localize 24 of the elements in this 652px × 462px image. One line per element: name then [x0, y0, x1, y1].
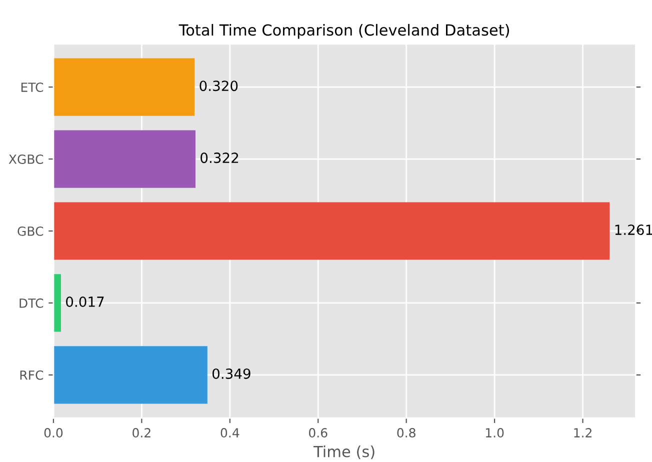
data-label: 1.261 [615, 224, 652, 236]
y-tick-label: GBC [18, 226, 44, 236]
x-tick-label: 1.0 [486, 428, 504, 438]
y-tick-label: ETC [21, 82, 44, 92]
x-tick-label: 0.2 [132, 428, 150, 438]
data-label: 0.017 [66, 296, 104, 307]
x-tick-label: 0.8 [397, 428, 416, 438]
y-tick-label: XGBC [8, 154, 44, 164]
x-tick-label: 1.2 [574, 428, 592, 438]
bar [53, 58, 195, 116]
bar [53, 274, 61, 332]
chart-title: Total Time Comparison (Cleveland Dataset) [178, 24, 509, 39]
bar [53, 202, 610, 260]
x-axis-title: Time (s) [313, 445, 374, 460]
bar [53, 346, 208, 404]
bar [53, 130, 196, 188]
x-tick-label: 0.6 [309, 428, 328, 438]
y-tick-label: DTC [20, 298, 44, 308]
y-tick-label: RFC [20, 370, 44, 380]
data-label: 0.320 [200, 80, 238, 92]
x-tick-label: 0.0 [44, 428, 63, 438]
x-tick-label: 0.4 [220, 428, 240, 438]
data-label: 0.349 [212, 368, 250, 379]
data-label: 0.322 [200, 152, 238, 164]
